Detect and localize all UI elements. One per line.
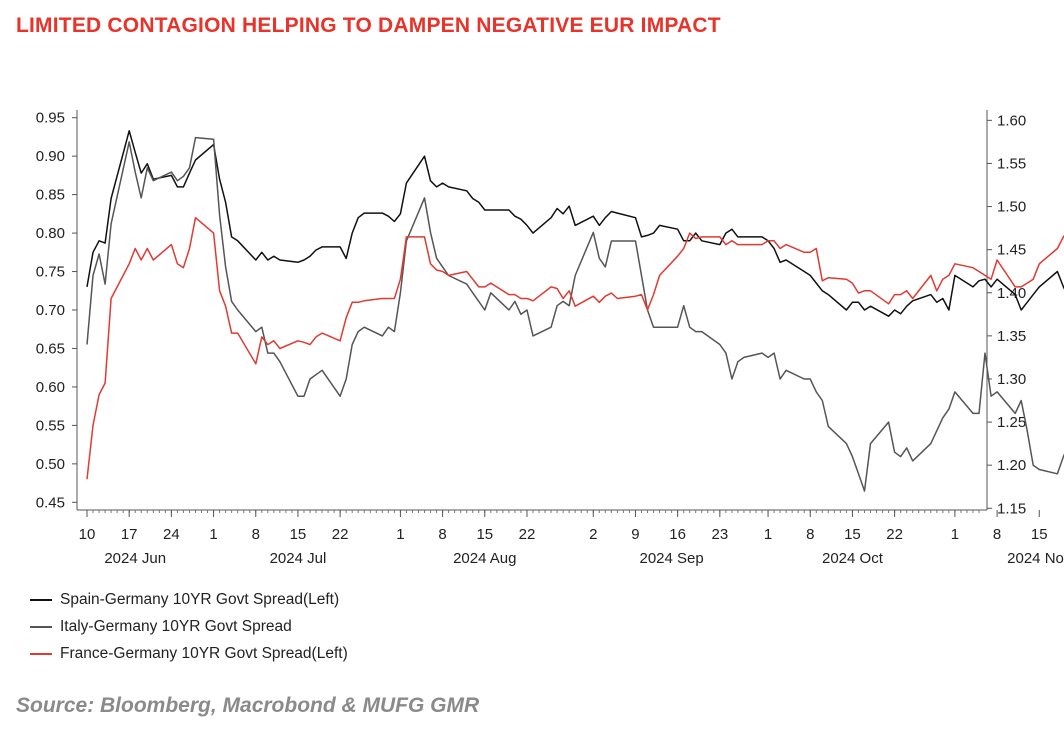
left-tick-label: 0.75: [36, 264, 65, 281]
source-note: Source: Bloomberg, Macrobond & MUFG GMR: [16, 694, 480, 717]
tick-labels-layer: 0.95 0.90 0.85 0.80 0.75 0.70 0.65 0.60 0.55 0.50…: [36, 110, 1064, 567]
right-tick-label: 1.30: [997, 371, 1026, 388]
left-tick-label: 0.65: [36, 340, 65, 357]
x-tick-label: 2: [589, 526, 597, 543]
right-tick-label: 1.55: [997, 155, 1026, 172]
x-month-label: 2024 Aug: [453, 550, 516, 567]
left-tick-label: 0.45: [36, 494, 65, 511]
x-tick-label: 15: [290, 526, 307, 543]
right-tick-label: 1.60: [997, 112, 1026, 129]
x-tick-label: 23: [711, 526, 728, 543]
x-month-label: 2024 Oct: [822, 550, 884, 567]
x-tick-label: 15: [1031, 526, 1048, 543]
left-tick-label: 0.55: [36, 417, 65, 434]
right-tick-label: 1.20: [997, 457, 1026, 474]
right-tick-label: 1.50: [997, 199, 1026, 216]
series-layer: [86, 130, 1064, 492]
chart-title: LIMITED CONTAGION HELPING TO DAMPEN NEGA…: [16, 14, 721, 37]
left-tick-label: 0.85: [36, 187, 65, 204]
legend-item-italy: Italy-Germany 10YR Govt Spread: [30, 613, 348, 640]
x-tick-label: 8: [438, 526, 446, 543]
left-tick-label: 0.95: [36, 110, 65, 127]
right-tick-label: 1.45: [997, 242, 1026, 259]
x-tick-label: 16: [669, 526, 686, 543]
x-tick-label: 10: [79, 526, 96, 543]
legend-item-france: France-Germany 10YR Govt Spread(Left): [30, 640, 348, 667]
left-tick-label: 0.80: [36, 225, 65, 242]
x-tick-label: 1: [396, 526, 404, 543]
x-month-label: 2024 Jun: [104, 550, 166, 567]
x-month-label: 2024 Nov: [1007, 550, 1064, 567]
right-tick-label: 1.35: [997, 328, 1026, 345]
x-tick-label: 1: [209, 526, 217, 543]
legend-label-italy: Italy-Germany 10YR Govt Spread: [60, 617, 292, 635]
x-tick-label: 9: [631, 526, 639, 543]
x-tick-label: 22: [332, 526, 349, 543]
legend-swatch-spain: [30, 598, 52, 601]
x-tick-label: 15: [476, 526, 493, 543]
x-tick-label: 8: [993, 526, 1001, 543]
x-tick-label: 8: [806, 526, 814, 543]
x-month-label: 2024 Sep: [640, 550, 704, 567]
right-tick-label: 1.40: [997, 285, 1026, 302]
right-tick-label: 1.25: [997, 414, 1026, 431]
x-tick-label: 17: [121, 526, 138, 543]
x-tick-label: 24: [163, 526, 180, 543]
x-tick-label: 1: [764, 526, 772, 543]
series-line-france: [86, 216, 1064, 480]
series-line-spain: [86, 130, 1064, 317]
series-line-italy: [86, 136, 1064, 492]
left-tick-label: 0.70: [36, 302, 65, 319]
x-tick-label: 1: [951, 526, 959, 543]
line-chart: 0.95 0.90 0.85 0.80 0.75 0.70 0.65 0.60 0.55 0.50…: [36, 110, 1064, 567]
left-tick-label: 0.60: [36, 379, 65, 396]
legend-swatch-france: [30, 652, 52, 655]
x-month-label: 2024 Jul: [270, 550, 327, 567]
x-tick-label: 15: [844, 526, 861, 543]
legend-swatch-italy: [30, 625, 52, 628]
left-tick-label: 0.90: [36, 148, 65, 165]
legend-label-france: France-Germany 10YR Govt Spread(Left): [60, 644, 348, 662]
legend: Spain-Germany 10YR Govt Spread(Left) Ita…: [30, 586, 348, 667]
left-tick-label: 0.50: [36, 456, 65, 473]
axes-layer: [72, 110, 1040, 517]
x-tick-label: 22: [886, 526, 903, 543]
x-tick-label: 8: [252, 526, 260, 543]
right-tick-label: 1.15: [997, 500, 1026, 517]
legend-item-spain: Spain-Germany 10YR Govt Spread(Left): [30, 586, 348, 613]
legend-label-spain: Spain-Germany 10YR Govt Spread(Left): [60, 590, 340, 608]
x-tick-label: 22: [519, 526, 536, 543]
